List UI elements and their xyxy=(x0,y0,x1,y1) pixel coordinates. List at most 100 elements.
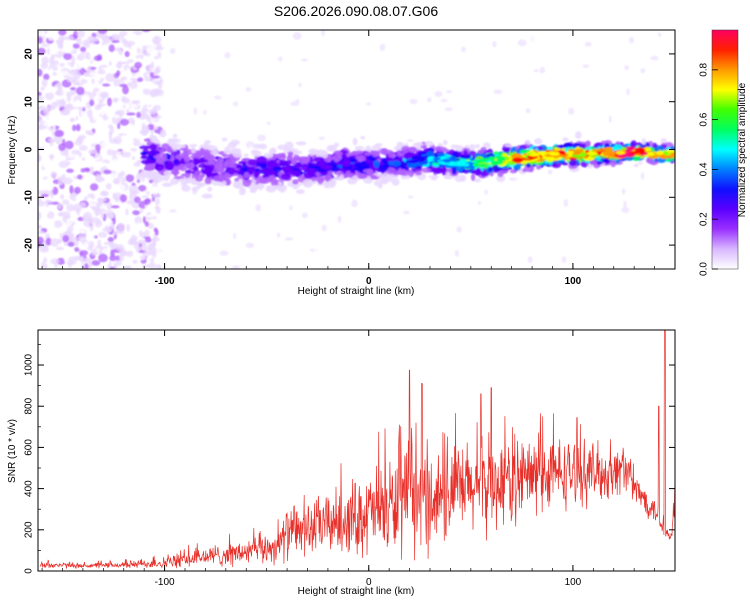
heatmap-cell xyxy=(303,172,314,179)
heatmap-cell xyxy=(325,205,333,213)
heatmap-cell xyxy=(585,140,590,148)
heatmap-ridge-cell xyxy=(462,162,470,167)
heatmap-cell xyxy=(42,107,51,115)
heatmap-cell xyxy=(266,247,271,252)
heatmap-cell xyxy=(167,123,172,131)
heatmap-cell xyxy=(551,162,562,169)
heatmap-cell xyxy=(326,156,336,161)
heatmap-cell xyxy=(59,194,65,200)
heatmap-cell xyxy=(550,30,555,34)
heatmap-cell xyxy=(569,159,577,167)
heatmap-cell xyxy=(623,156,634,161)
heatmap-cell xyxy=(108,61,112,66)
heatmap-cell xyxy=(149,72,155,77)
heatmap-cell xyxy=(407,217,412,225)
heatmap-cell xyxy=(131,126,136,135)
heatmap-cell xyxy=(305,140,314,146)
snr-y-tick-label: 200 xyxy=(24,521,35,538)
heatmap-cell xyxy=(112,192,117,200)
heatmap-cell xyxy=(205,222,209,229)
heatmap-cell xyxy=(610,159,617,168)
heatmap-cell xyxy=(582,64,590,68)
heatmap-cell xyxy=(112,97,120,103)
colorbar-tick-label: 0.8 xyxy=(699,62,710,76)
heatmap-cell xyxy=(533,69,539,73)
heatmap-cell xyxy=(592,218,598,224)
heatmap-cell xyxy=(101,247,110,256)
snr-x-tick-label: -100 xyxy=(155,577,175,588)
heatmap-cell xyxy=(469,143,475,152)
heatmap-cell xyxy=(40,193,49,198)
heatmap-cell xyxy=(273,128,279,137)
heatmap-cell xyxy=(146,185,154,192)
heatmap-cell xyxy=(117,200,122,205)
heatmap-cell xyxy=(53,220,63,228)
heatmap-cell xyxy=(396,141,404,146)
heatmap-cell xyxy=(285,160,292,164)
heatmap-cell xyxy=(561,256,567,263)
heatmap-ridge-cell xyxy=(607,151,616,157)
heatmap-cell xyxy=(298,82,302,88)
heatmap-cell xyxy=(98,80,103,84)
heatmap-cell xyxy=(57,212,63,217)
heatmap-cell xyxy=(555,105,564,112)
heatmap-cell xyxy=(151,89,162,95)
heatmap-cell xyxy=(621,188,626,195)
heatmap-cell xyxy=(639,258,645,266)
heatmap-cell xyxy=(288,36,294,43)
heatmap-cell xyxy=(289,205,293,211)
heatmap-cell xyxy=(373,179,383,187)
heatmap-cell xyxy=(595,37,602,41)
heatmap-cell xyxy=(209,218,219,226)
heatmap-cell xyxy=(218,172,224,180)
heatmap-cell xyxy=(119,83,128,88)
heatmap-cell xyxy=(153,227,158,233)
heatmap-cell xyxy=(154,55,159,60)
heatmap-cell xyxy=(155,264,162,269)
heatmap-cell xyxy=(278,56,283,62)
heatmap-cell xyxy=(418,110,424,117)
heatmap-cell xyxy=(169,47,176,54)
snr-y-tick-label: 600 xyxy=(24,439,35,456)
heatmap-cell xyxy=(634,209,640,215)
heatmap-cell xyxy=(287,151,294,157)
heatmap-cell xyxy=(172,202,179,207)
heatmap-cell xyxy=(88,232,95,242)
heatmap-cell xyxy=(635,95,641,101)
heatmap-cell xyxy=(201,193,213,199)
heatmap-cell xyxy=(139,171,151,178)
heatmap-cell xyxy=(102,83,111,87)
heatmap-cell xyxy=(125,151,131,158)
heatmap-cell xyxy=(356,198,363,203)
heatmap-cell xyxy=(420,167,431,173)
heatmap-cell xyxy=(332,43,339,50)
heatmap-cell xyxy=(196,181,202,190)
heatmap-cell xyxy=(470,173,476,181)
heatmap-cell xyxy=(122,260,129,266)
heatmap-cell xyxy=(273,77,279,86)
heatmap-cell xyxy=(640,172,645,180)
heatmap-ridge-cell xyxy=(629,150,641,155)
heatmap-cell xyxy=(137,36,142,43)
heatmap-cell xyxy=(44,91,54,101)
heatmap-cell xyxy=(585,52,595,58)
heatmap-cell xyxy=(146,46,155,54)
heatmap-cell xyxy=(491,145,501,152)
heatmap-cell xyxy=(128,185,139,193)
heatmap-cell xyxy=(73,203,83,213)
heatmap-cell xyxy=(131,33,137,38)
heatmap-cell xyxy=(67,62,75,66)
heatmap-ridge-cell xyxy=(478,158,488,163)
colorbar-tick-label: 0.2 xyxy=(699,212,710,226)
heatmap-cell xyxy=(440,98,448,103)
spectrogram-y-tick-label: -10 xyxy=(24,190,35,205)
heatmap-cell xyxy=(527,256,533,264)
heatmap-cell xyxy=(413,209,418,214)
heatmap-cell xyxy=(587,221,592,229)
heatmap-cell xyxy=(331,265,337,269)
heatmap-cell xyxy=(391,132,400,140)
heatmap-cell xyxy=(102,35,111,45)
heatmap-cell xyxy=(46,47,51,55)
heatmap-cell xyxy=(581,219,586,226)
heatmap-cell xyxy=(122,151,127,158)
